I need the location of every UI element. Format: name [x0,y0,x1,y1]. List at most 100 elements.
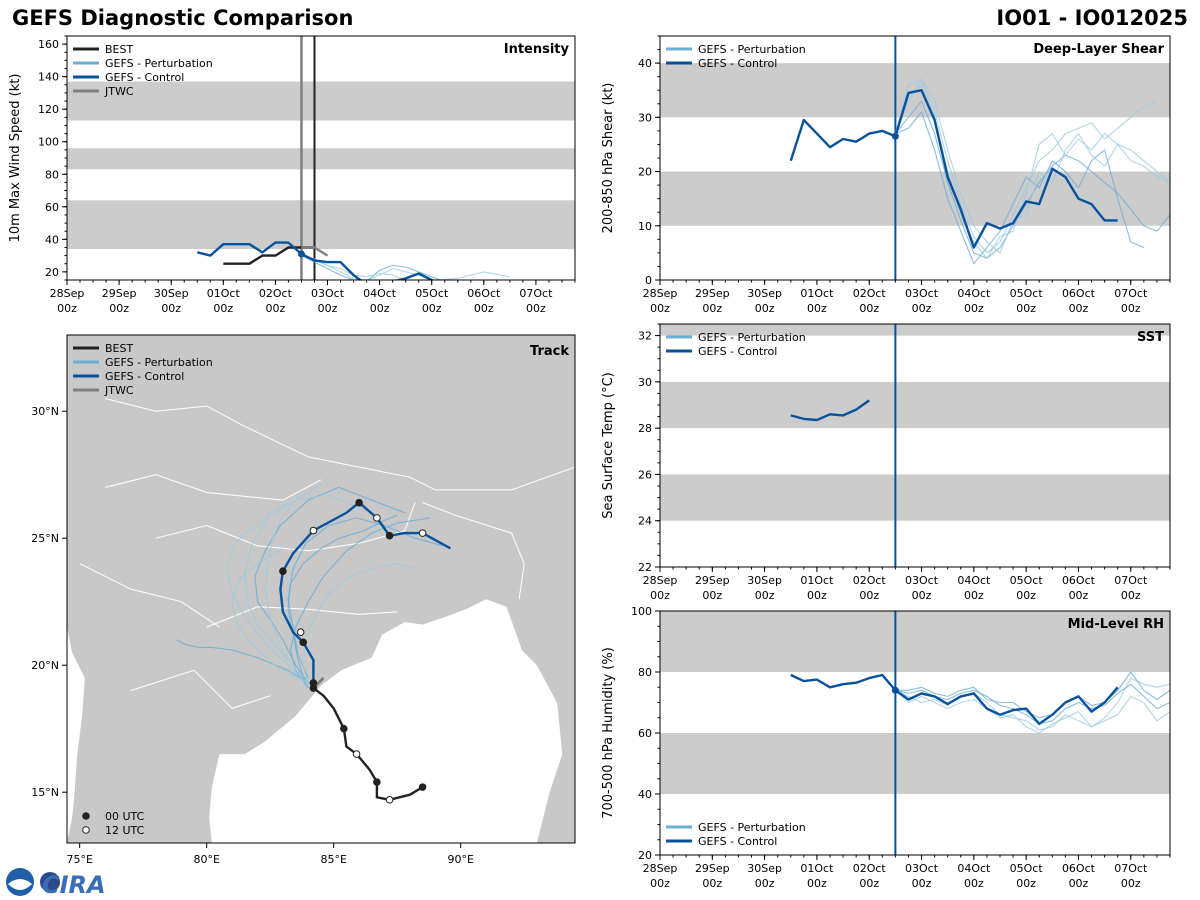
shear-xtick-sub: 00z [1121,302,1141,315]
cira-logo-text: CIRA [42,871,106,899]
rh-xtick-sub: 00z [1016,877,1036,890]
intensity-xtick-label: 29Sep [102,287,137,300]
intensity-xtick-label: 30Sep [154,287,189,300]
sst-xtick-sub: 00z [1121,589,1141,602]
shear-plot-area [660,36,1170,280]
shear-xtick-label: 01Oct [800,287,834,300]
shear-xtick-sub: 00z [1069,302,1089,315]
rh-xtick-sub: 00z [859,877,879,890]
sst-ytick-label: 30 [638,376,652,389]
shear-ytick-label: 20 [638,166,652,179]
shear-xtick-sub: 00z [807,302,827,315]
rh-xtick-sub: 00z [807,877,827,890]
intensity-ytick-label: 140 [38,71,59,84]
sst-band [660,474,1170,521]
track-perturbation [264,484,322,686]
panel-rh: 20 40 60 80 100 28Sep 00z 29Sep 00z 30Sep 00z 01Oct… [601,605,1171,890]
track-perturbation [302,563,416,686]
rh-plot-area [660,611,1170,855]
shear-xtick-label: 07Oct [1114,287,1148,300]
intensity-xtick-sub: 00z [422,302,442,315]
control-marker-12utc [418,529,427,537]
shear-series-gefs-perturbation [894,78,1158,254]
track-xtick-label: 75°E [66,853,92,866]
rh-xtick-sub: 00z [650,877,670,890]
control-marker-00utc [279,567,287,576]
intensity-title: Intensity [504,42,570,57]
rh-xtick-sub: 00z [964,877,984,890]
intensity-xtick-label: 28Sep [50,287,85,300]
shear-legend-label-gefs-perturbation: GEFS - Perturbation [698,43,806,56]
shear-legend-label-gefs-control: GEFS - Control [698,57,777,70]
rh-legend-label-gefs-perturbation: GEFS - Perturbation [698,821,806,834]
rh-ytick-label: 60 [638,727,652,740]
best-marker-12utc [385,796,394,804]
shear-init-point [891,132,899,140]
intensity-xtick-sub: 00z [57,302,77,315]
sst-ylabel: Sea Surface Temp (°C) [601,372,616,519]
track-legend-label-jtwc: JTWC [104,384,134,397]
shear-xtick-sub: 00z [755,302,775,315]
border-line [79,563,220,628]
intensity-xtick-label: 06Oct [467,287,501,300]
cira-logo: CIRA [6,868,106,899]
sst-plot-area [660,324,1170,567]
shear-xtick-label: 04Oct [957,287,991,300]
rh-xtick-label: 05Oct [1010,862,1044,875]
intensity-xtick-sub: 00z [474,302,494,315]
rh-xtick-sub: 00z [912,877,932,890]
shear-xtick-sub: 00z [912,302,932,315]
control-marker-00utc [309,679,318,687]
sst-xtick-sub: 00z [1069,589,1089,602]
sst-legend-label-gefs-control: GEFS - Control [698,345,777,358]
sst-xtick-sub: 00z [807,589,827,602]
track-frame [66,334,576,844]
sst-ytick-label: 24 [638,515,652,528]
rh-xtick-label: 29Sep [695,862,730,875]
sst-band [660,381,1170,429]
panel-sst: 22 24 26 28 30 32 28Sep 00z 29Sep 00z 30Sep 00z 01Oc… [601,323,1171,602]
control-marker-00utc [355,498,363,507]
sst-xtick-sub: 00z [859,589,879,602]
intensity-xtick-sub: 00z [266,302,286,315]
rh-xtick-label: 01Oct [800,862,834,875]
border-line [155,502,416,552]
sst-xtick-sub: 00z [702,589,722,602]
panel-shear: 0 10 20 30 40 28Sep 00z 29Sep 00z 30Sep 00z 01Oct 00… [601,35,1171,315]
sst-frame [659,323,1171,568]
track-perturbation [226,502,304,681]
intensity-xtick-label: 03Oct [311,287,345,300]
sst-legend-label-gefs-perturbation: GEFS - Perturbation [698,331,806,344]
intensity-ytick-label: 120 [38,103,59,116]
intensity-xtick-sub: 00z [161,302,181,315]
sst-xtick-label: 04Oct [957,574,991,587]
intensity-legend-label-jtwc: JTWC [104,85,134,98]
intensity-series-gefs-perturbation [301,255,443,280]
border-line [422,502,525,600]
sst-xtick-label: 06Oct [1062,574,1096,587]
track-ytick-label: 30°N [31,405,59,418]
best-marker-00utc [340,724,348,733]
intensity-xtick-sub: 00z [213,302,233,315]
track-title: Track [530,344,569,359]
shear-series-gefs-perturbation [895,111,1145,265]
rh-xtick-sub: 00z [1121,877,1141,890]
intensity-init-point [297,250,305,258]
sst-xtick-label: 29Sep [695,574,730,587]
rh-xtick-sub: 00z [1069,877,1089,890]
intensity-ylabel: 10m Max Wind Speed (kt) [8,74,23,243]
rh-xtick-label: 06Oct [1062,862,1096,875]
sst-xtick-label: 03Oct [905,574,939,587]
sst-series-gefs-control [790,399,870,422]
shear-xtick-label: 06Oct [1062,287,1096,300]
sst-xtick-sub: 00z [650,589,670,602]
rh-xtick-label: 02Oct [853,862,887,875]
rh-xtick-label: 07Oct [1114,862,1148,875]
intensity-xtick-label: 01Oct [207,287,241,300]
intensity-band [67,81,575,121]
best-marker-00utc [418,783,427,791]
shear-ytick-label: 40 [638,57,652,70]
shear-xtick-sub: 00z [650,302,670,315]
shear-xtick-label: 30Sep [747,287,782,300]
track-xtick-label: 90°E [447,853,473,866]
